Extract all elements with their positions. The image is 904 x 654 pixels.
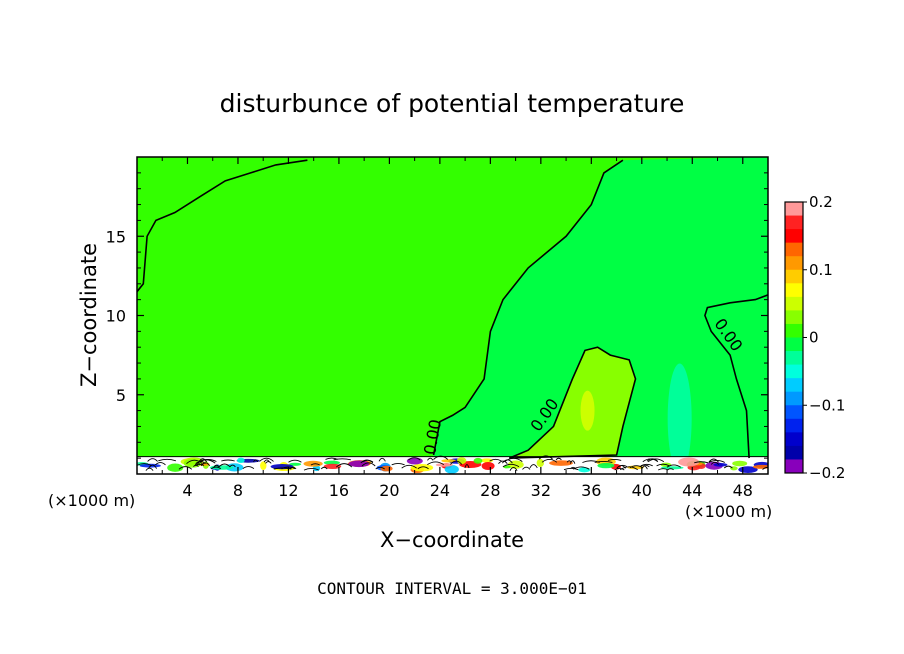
x-tick-label: 24	[430, 481, 450, 500]
colorbar-segment	[785, 445, 803, 460]
x-tick-label: 8	[233, 481, 243, 500]
contour-line-right	[704, 294, 768, 459]
colorbar-segment	[785, 432, 803, 447]
x-axis-ticks: 4 8 12 16 20 24 28 32 36 40 44 48	[161, 157, 753, 500]
surface-layer-noise	[137, 455, 768, 474]
colorbar-segment	[785, 391, 803, 406]
colorbar-tick-label: −0.2	[809, 464, 845, 482]
colorbar-segment	[785, 283, 803, 298]
contour-line-left	[137, 159, 308, 293]
x-tick-label: 4	[182, 481, 192, 500]
x-tick-label: 12	[278, 481, 298, 500]
x-tick-label: 40	[632, 481, 652, 500]
colorbar-segment	[785, 215, 803, 230]
y-tick-label: 15	[106, 227, 126, 246]
negative-anomaly-region	[667, 363, 692, 474]
y-axis-ticks: 5 10 15	[106, 172, 768, 459]
x-tick-label: 28	[480, 481, 500, 500]
colorbar-segment	[785, 310, 803, 325]
colorbar-segment	[785, 459, 803, 474]
x-axis-label: X−coordinate	[380, 528, 524, 552]
colorbar-segment	[785, 229, 803, 244]
plot-area	[137, 157, 768, 474]
colorbar-segment	[785, 418, 803, 433]
colorbar-tick-label: −0.1	[809, 396, 845, 414]
chart-title: disturbunce of potential temperature	[220, 89, 685, 118]
colorbar-segment	[785, 269, 803, 284]
x-tick-label: 36	[581, 481, 601, 500]
colorbar-segment	[785, 323, 803, 338]
x-unit-label-right: (×1000 m)	[685, 502, 772, 521]
colorbar-labels: 0.2 0.1 0 −0.1 −0.2	[803, 193, 845, 482]
colorbar-segment	[785, 364, 803, 379]
contour-line-middle	[432, 159, 624, 456]
y-axis-label: Z−coordinate	[77, 243, 101, 387]
colorbar-segment	[785, 296, 803, 311]
positive-anomaly-core	[580, 390, 595, 431]
x-tick-label: 16	[329, 481, 349, 500]
x-tick-label: 48	[733, 481, 753, 500]
colorbar-segment	[785, 351, 803, 365]
colorbar-segment	[785, 202, 803, 216]
colorbar-segment	[785, 337, 803, 352]
colorbar-tick-label: 0	[809, 329, 819, 347]
colorbar	[785, 202, 803, 474]
colorbar-tick-label: 0.1	[809, 261, 833, 279]
colorbar-segment	[785, 378, 803, 393]
y-tick-label: 5	[116, 386, 126, 405]
x-tick-label: 32	[531, 481, 551, 500]
x-tick-label: 20	[379, 481, 399, 500]
colorbar-tick-label: 0.2	[809, 193, 833, 211]
y-tick-label: 10	[106, 307, 126, 326]
colorbar-segment	[785, 256, 803, 271]
contour-line-blob	[508, 346, 637, 459]
positive-anomaly-region	[509, 347, 636, 459]
colorbar-segment	[785, 405, 803, 420]
colorbar-segment	[785, 242, 803, 257]
x-unit-label-left: (×1000 m)	[48, 491, 135, 510]
x-tick-label: 44	[682, 481, 702, 500]
contour-interval-note: CONTOUR INTERVAL = 3.000E−01	[317, 579, 587, 598]
